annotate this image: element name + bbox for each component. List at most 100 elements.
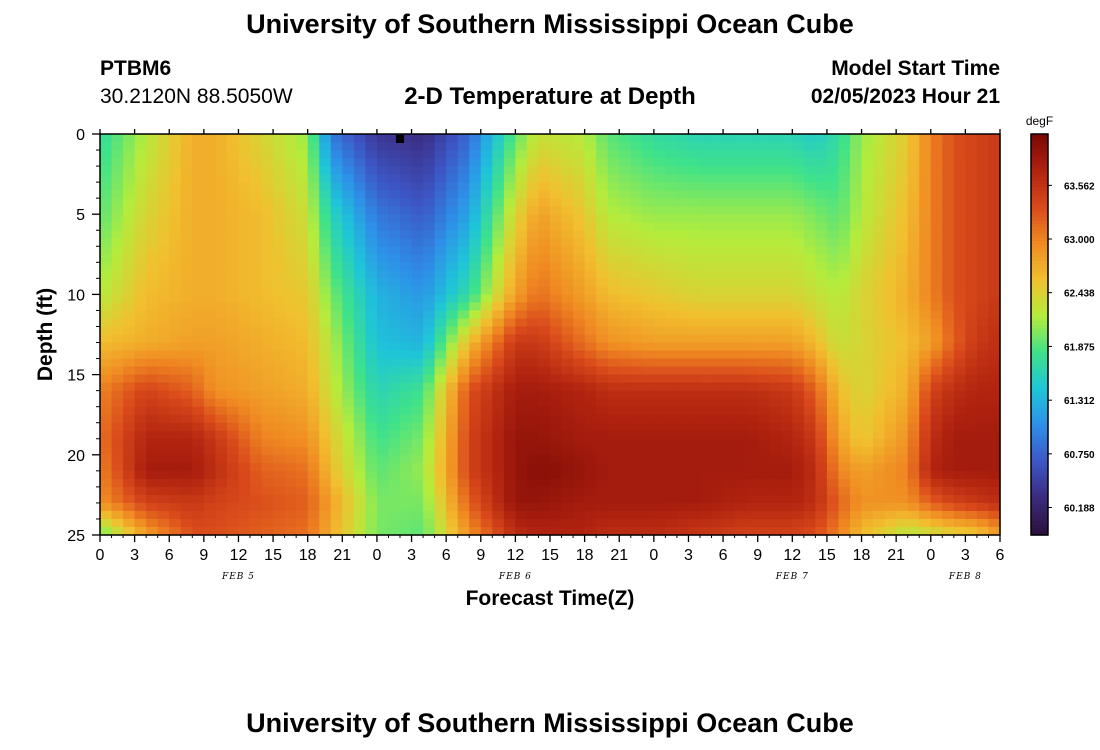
heatmap-cell	[111, 206, 124, 215]
heatmap-cell	[711, 150, 724, 159]
heatmap-cell	[723, 150, 736, 159]
heatmap-cell	[261, 382, 274, 392]
heatmap-cell	[850, 350, 863, 360]
heatmap-cell	[953, 438, 966, 448]
heatmap-cell	[284, 446, 297, 456]
heatmap-cell	[238, 390, 251, 400]
heatmap-cell	[192, 302, 205, 312]
heatmap-cell	[526, 262, 540, 271]
colorbar-segment	[1031, 448, 1048, 453]
heatmap-cell	[480, 182, 493, 191]
heatmap-cell	[550, 134, 563, 143]
heatmap-cell	[942, 278, 955, 287]
heatmap-cell	[238, 342, 251, 352]
heatmap-cell	[942, 150, 955, 159]
heatmap-cell	[457, 270, 470, 279]
heatmap-cell	[330, 142, 343, 151]
heatmap-cell	[676, 422, 690, 432]
heatmap-cell	[884, 430, 897, 440]
colorbar-segment	[1031, 337, 1048, 342]
heatmap-cell	[746, 326, 759, 336]
heatmap-cell	[907, 510, 920, 520]
heatmap-cell	[215, 478, 228, 488]
heatmap-cell	[861, 310, 874, 320]
heatmap-cell	[988, 438, 1001, 448]
heatmap-cell	[965, 494, 978, 504]
heatmap-cell	[446, 182, 459, 191]
heatmap-cell	[815, 406, 828, 416]
heatmap-cell	[850, 342, 863, 352]
heatmap-cell	[907, 470, 920, 480]
heatmap-cell	[515, 254, 528, 263]
heatmap-cell	[573, 142, 586, 151]
heatmap-cell	[930, 230, 943, 239]
heatmap-cell	[907, 494, 920, 504]
heatmap-cell	[238, 190, 251, 199]
heatmap-cell	[342, 198, 355, 207]
heatmap-cell	[319, 182, 332, 191]
heatmap-cell	[953, 526, 966, 536]
heatmap-cell	[573, 478, 586, 488]
heatmap-cell	[573, 230, 586, 239]
heatmap-cell	[307, 406, 320, 416]
heatmap-cell	[734, 510, 747, 520]
heatmap-cell	[123, 478, 136, 488]
heatmap-cell	[215, 254, 228, 263]
heatmap-cell	[965, 454, 978, 464]
x-tick-label: 0	[372, 547, 381, 564]
heatmap-cell	[250, 478, 263, 488]
heatmap-cell	[711, 494, 724, 504]
heatmap-cell	[861, 198, 874, 207]
heatmap-cell	[676, 382, 690, 392]
heatmap-cell	[250, 174, 263, 183]
heatmap-cell	[400, 422, 413, 432]
heatmap-cell	[550, 358, 563, 368]
heatmap-cell	[746, 142, 759, 151]
heatmap-cell	[376, 478, 390, 488]
heatmap-cell	[342, 310, 355, 320]
heatmap-cell	[561, 350, 574, 360]
heatmap-cell	[215, 518, 228, 528]
heatmap-cell	[111, 406, 124, 416]
heatmap-cell	[365, 214, 378, 223]
heatmap-cell	[573, 150, 586, 159]
heatmap-cell	[919, 222, 932, 231]
heatmap-cell	[619, 462, 632, 472]
heatmap-cell	[192, 526, 205, 536]
heatmap-cell	[215, 422, 228, 432]
heatmap-cell	[446, 158, 459, 167]
heatmap-cell	[942, 390, 955, 400]
heatmap-cell	[919, 302, 932, 312]
heatmap-cell	[342, 326, 355, 336]
heatmap-cell	[907, 190, 920, 199]
heatmap-cell	[896, 518, 909, 528]
heatmap-cell	[492, 310, 505, 320]
heatmap-cell	[342, 526, 355, 536]
heatmap-cell	[226, 214, 240, 223]
heatmap-cell	[353, 326, 366, 336]
heatmap-cell	[988, 198, 1001, 207]
heatmap-cell	[423, 190, 436, 199]
heatmap-cell	[734, 398, 747, 408]
heatmap-cell	[907, 182, 920, 191]
heatmap-cell	[250, 222, 263, 231]
heatmap-cell	[653, 206, 666, 215]
heatmap-cell	[307, 230, 320, 239]
heatmap-cell	[388, 406, 401, 416]
heatmap-cell	[942, 478, 955, 488]
heatmap-cell	[803, 438, 816, 448]
heatmap-cell	[226, 238, 240, 247]
heatmap-cell	[953, 510, 966, 520]
heatmap-cell	[769, 182, 782, 191]
heatmap-cell	[123, 422, 136, 432]
heatmap-cell	[503, 302, 516, 312]
heatmap-cell	[550, 246, 563, 255]
heatmap-cell	[746, 222, 759, 231]
heatmap-cell	[261, 158, 274, 167]
heatmap-cell	[803, 406, 816, 416]
heatmap-cell	[400, 270, 413, 279]
heatmap-cell	[423, 166, 436, 175]
heatmap-cell	[134, 222, 147, 231]
heatmap-cell	[376, 294, 390, 304]
heatmap-cell	[446, 190, 459, 199]
